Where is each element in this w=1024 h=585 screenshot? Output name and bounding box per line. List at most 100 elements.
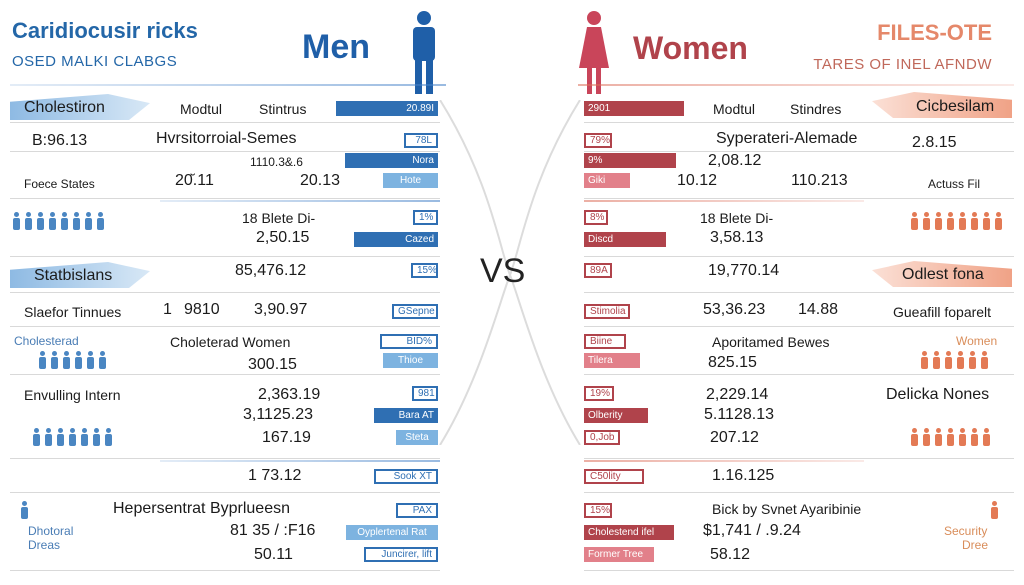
women-row-rule (584, 458, 1014, 459)
men-people-icons (32, 428, 113, 448)
men-section-rule (160, 460, 440, 462)
women-text: 110.213 (791, 172, 848, 189)
man-icon (413, 11, 435, 94)
men-heading: Men (302, 28, 370, 66)
person-icon (68, 428, 77, 446)
men-side-envulting: Envulling Intern (24, 387, 121, 403)
person-icon (934, 428, 943, 446)
men-people-icons (20, 501, 29, 521)
women-row-rule (584, 198, 1014, 199)
person-icon (982, 428, 991, 446)
men-text: 20.13 (300, 172, 341, 189)
left-subtitle: OSED MALKI CLABGS (12, 53, 178, 70)
men-bar: 20.89I (336, 101, 438, 116)
men-text: 18 Blete Di- (242, 210, 316, 226)
women-text: 19,770.14 (708, 262, 780, 279)
men-people-icons (12, 212, 105, 232)
women-bar: Cholestend ifel (584, 525, 674, 540)
women-row-rule (584, 151, 1014, 152)
men-text: 2,50.15 (256, 229, 310, 246)
person-icon (60, 212, 69, 230)
women-bar: 9% (584, 153, 676, 168)
person-icon (956, 351, 965, 369)
women-side-actuss: Actuss Fil (928, 177, 981, 191)
women-people-icons (920, 351, 989, 371)
person-icon (944, 351, 953, 369)
women-bar: Tilera (584, 353, 640, 368)
person-icon (994, 212, 1003, 230)
right-subtitle: TARES OF INEL AFNDW (813, 56, 992, 73)
person-icon (910, 428, 919, 446)
men-row-rule (10, 151, 440, 152)
men-bar: Nora (345, 153, 438, 168)
men-bar: Steta (396, 430, 438, 445)
men-row-rule (10, 256, 440, 257)
men-bar: 1% (413, 210, 438, 225)
women-text: Bick by Svnet Ayaribinie (712, 501, 862, 517)
women-text: $1,741 / .9.24 (703, 522, 801, 539)
men-col-head-1: Modtul (180, 101, 223, 117)
women-bar: Giki (584, 173, 630, 188)
men-bar: Sook XT (374, 469, 438, 484)
men-side-statbislans: Statbislans (34, 267, 113, 284)
men-bar: 981 (412, 386, 438, 401)
men-row-rule (10, 570, 440, 571)
men-row-rule (10, 198, 440, 199)
men-text: 2,363.19 (258, 386, 321, 403)
men-header-rule (10, 84, 446, 86)
women-col-head-2: Stindres (790, 101, 842, 117)
men-side-dhotoral: Dhotoral (28, 524, 74, 538)
women-side-delicka: Delicka Nones (886, 386, 990, 403)
women-col-head-1: Modtul (713, 101, 756, 117)
men-bar: PAX (396, 503, 438, 518)
women-row-rule (584, 122, 1014, 123)
person-icon (970, 428, 979, 446)
men-side-b-value: B:96.13 (32, 132, 88, 149)
women-bar: 0,Job (584, 430, 620, 445)
women-side-women-label: Women (956, 334, 998, 348)
person-icon (990, 501, 999, 519)
person-icon (20, 501, 29, 519)
men-text: 3,90.97 (254, 301, 308, 318)
women-text: 53,36.23 (703, 301, 766, 318)
women-text: 5.1128.13 (704, 406, 774, 423)
person-icon (74, 351, 83, 369)
men-side-cholestiron: Cholestiron (24, 99, 105, 116)
men-text: 167.19 (262, 429, 311, 446)
person-icon (32, 428, 41, 446)
men-text: 1 (163, 301, 172, 318)
men-text: 1110.3&.6 (250, 155, 303, 169)
men-bar: Cazed (354, 232, 438, 247)
women-text: 3,58.13 (710, 229, 764, 246)
men-text: 20̆.11 (175, 172, 214, 189)
women-side-gueafill: Gueafill foparelt (893, 304, 992, 320)
men-row-rule (10, 374, 440, 375)
person-icon (50, 351, 59, 369)
women-text: 14.88 (798, 301, 839, 318)
person-icon (958, 428, 967, 446)
person-icon (920, 351, 929, 369)
women-text: Aporitamed Bewes (712, 334, 830, 350)
person-icon (946, 428, 955, 446)
women-bar: Discd (584, 232, 666, 247)
person-icon (922, 212, 931, 230)
person-icon (92, 428, 101, 446)
men-side-slaefor: Slaefor Tinnues (24, 304, 122, 320)
women-bar: 89A (584, 263, 612, 278)
men-side-cholesterad: Cholesterad (14, 334, 79, 348)
women-text: 2,229.14 (706, 386, 769, 403)
person-icon (56, 428, 65, 446)
women-text: Syperateri-Alemade (716, 130, 858, 147)
men-side-foece: Foece States (24, 177, 95, 191)
men-bar: Bara AT (374, 408, 438, 423)
person-icon (72, 212, 81, 230)
women-bar: 8% (584, 210, 608, 225)
women-row-rule (584, 256, 1014, 257)
women-section-rule (584, 200, 864, 202)
men-text: 3,1125.23 (243, 406, 313, 423)
men-text: 9810 (184, 301, 220, 318)
left-title: Caridiocusir ricks (12, 18, 198, 43)
person-icon (982, 212, 991, 230)
person-icon (96, 212, 105, 230)
women-row-rule (584, 374, 1014, 375)
